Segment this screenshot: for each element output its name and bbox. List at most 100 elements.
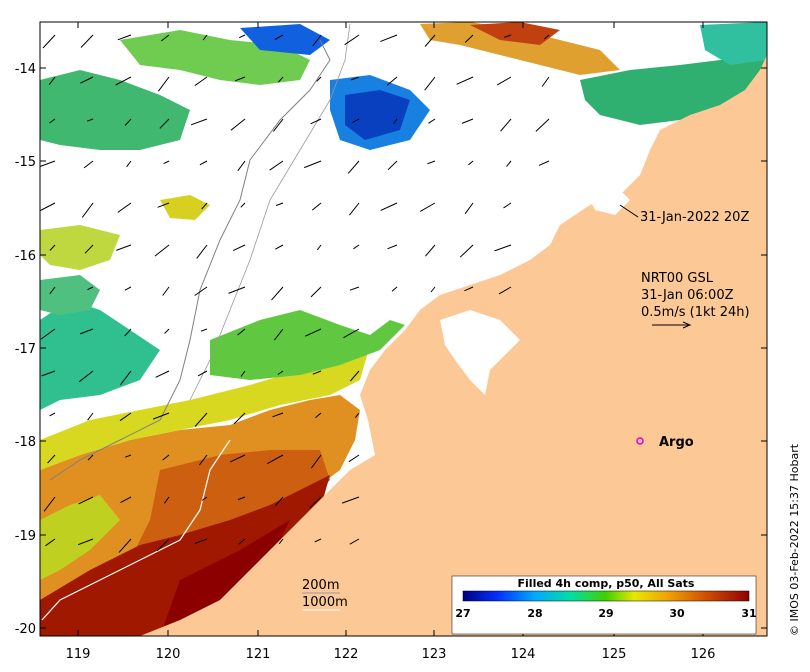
scale-arrow-icon: [652, 321, 692, 329]
current-arrow: [424, 76, 436, 91]
current-arrow: [80, 76, 94, 84]
current-arrow: [240, 202, 246, 208]
current-arrow: [154, 244, 170, 257]
current-arrow: [541, 76, 550, 87]
current-arrow: [464, 286, 474, 292]
current-arrow: [314, 538, 322, 543]
current-time-label: 31-Jan 06:00Z: [641, 288, 734, 303]
current-arrow: [47, 454, 56, 464]
current-arrow: [238, 34, 246, 39]
isobath-200-label: 200m: [302, 578, 339, 593]
current-arrow: [228, 286, 246, 294]
current-arrow: [506, 160, 512, 167]
lat-tick: -17: [15, 342, 36, 357]
current-arrow: [459, 244, 474, 258]
colorbar-tick: 31: [741, 607, 756, 620]
current-arrow: [341, 496, 360, 504]
current-arrow: [199, 160, 208, 166]
current-arrow: [84, 244, 94, 254]
argo-label: Argo: [659, 435, 694, 450]
lat-tick: -15: [15, 155, 36, 170]
current-arrow: [349, 538, 360, 545]
current-arrow: [161, 34, 170, 42]
current-arrow: [194, 76, 208, 87]
isobath-1000m: [41, 439, 231, 621]
current-arrow: [162, 286, 170, 296]
current-arrow: [275, 202, 284, 206]
map-area: [40, 22, 767, 636]
current-arrow: [240, 370, 246, 377]
current-arrow: [233, 412, 246, 425]
current-arrow: [202, 34, 208, 41]
credit-text: © IMOS 03-Feb-2022 15:37 Hobart: [788, 443, 801, 636]
current-arrow: [273, 118, 284, 132]
current-arrow: [125, 454, 132, 458]
current-arrow: [164, 328, 170, 334]
current-arrow: [237, 160, 246, 172]
current-arrow: [119, 412, 132, 422]
current-arrow: [232, 244, 246, 252]
current-arrow: [387, 160, 398, 171]
current-arrow: [201, 202, 208, 210]
current-arrow: [349, 286, 360, 291]
current-arrow: [199, 454, 208, 466]
current-arrow: [386, 76, 398, 86]
current-arrow: [49, 244, 56, 251]
current-arrow: [456, 76, 474, 85]
current-arrow: [316, 76, 322, 82]
current-arrow: [535, 118, 550, 132]
colorbar-tick: 30: [669, 607, 685, 620]
current-arrow: [118, 538, 132, 553]
current-arrow: [200, 328, 208, 332]
current-arrow: [425, 244, 436, 257]
current-arrow: [344, 34, 360, 46]
current-arrow: [353, 244, 360, 250]
current-arrow: [78, 370, 94, 383]
colorbar-title: Filled 4h comp, p50, All Sats: [518, 577, 695, 590]
colorbar-tick: 28: [527, 607, 542, 620]
current-arrow: [41, 370, 56, 377]
current-arrow: [504, 34, 512, 38]
current-arrow: [87, 286, 94, 291]
current-arrow: [315, 412, 322, 419]
current-arrow: [309, 496, 322, 509]
current-arrow: [419, 202, 436, 212]
current-arrow: [43, 496, 56, 512]
current-arrow: [230, 118, 246, 131]
current-arrow: [48, 76, 56, 86]
current-arrow: [42, 34, 56, 49]
map-frame: [39, 21, 768, 637]
argo-float-marker: [636, 437, 644, 445]
current-arrow: [430, 286, 436, 293]
current-arrow: [235, 76, 246, 82]
current-arrow: [87, 118, 94, 122]
current-arrow: [387, 244, 398, 250]
lat-tick: -20: [15, 622, 36, 637]
current-arrow: [349, 202, 360, 216]
current-arrow: [277, 370, 284, 375]
current-arrow: [350, 370, 360, 382]
current-arrow: [424, 34, 436, 47]
current-arrow: [544, 34, 550, 40]
current-arrow: [464, 202, 474, 215]
current-arrow: [159, 118, 170, 129]
current-arrow: [81, 202, 94, 218]
current-arrow: [237, 496, 246, 501]
current-arrow: [40, 160, 56, 167]
lon-tick: 123: [422, 647, 447, 662]
current-arrow: [464, 34, 474, 43]
current-arrow: [156, 538, 170, 552]
current-arrow: [49, 286, 56, 295]
current-arrow: [194, 538, 208, 544]
current-arrow: [197, 370, 208, 377]
current-arrow: [461, 118, 474, 124]
current-arrow: [117, 202, 132, 213]
current-arrow: [503, 202, 512, 209]
isobath-200m: [49, 39, 331, 481]
current-arrow: [312, 34, 322, 47]
current-arrow: [194, 286, 208, 296]
lon-tick: 126: [691, 647, 716, 662]
colorbar-tick: 29: [598, 607, 613, 620]
current-arrow: [500, 118, 512, 132]
scale-label: 0.5m/s (1kt 24h): [641, 305, 750, 320]
